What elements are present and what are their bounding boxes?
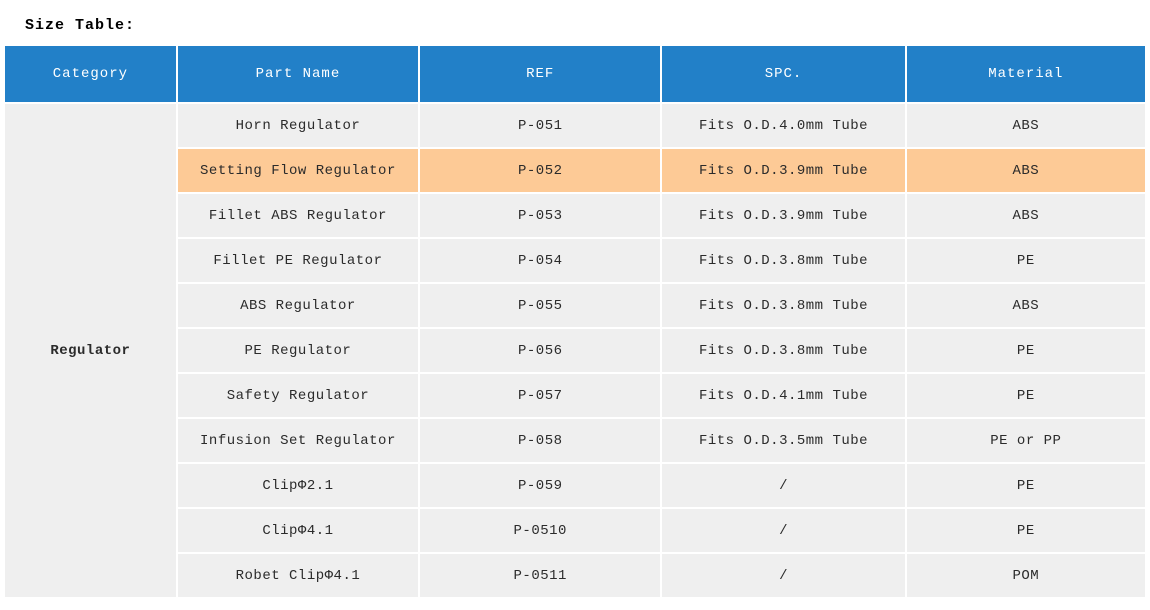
cell-material: PE or PP bbox=[906, 419, 1145, 462]
cell-ref: P-054 bbox=[420, 239, 661, 282]
cell-ref: P-056 bbox=[420, 329, 661, 372]
cell-ref: P-051 bbox=[420, 104, 661, 147]
cell-part-name: Fillet PE Regulator bbox=[177, 239, 419, 282]
cell-part-name: Infusion Set Regulator bbox=[177, 419, 419, 462]
cell-part-name: ABS Regulator bbox=[177, 284, 419, 327]
header-cell-spc: SPC. bbox=[662, 46, 905, 102]
cell-ref: P-0510 bbox=[420, 509, 661, 552]
cell-part-name: Fillet ABS Regulator bbox=[177, 194, 419, 237]
cell-ref: P-055 bbox=[420, 284, 661, 327]
cell-material: ABS bbox=[906, 284, 1145, 327]
header-cell-category: Category bbox=[5, 46, 176, 102]
header-cell-part-name: Part Name bbox=[177, 46, 419, 102]
cell-ref: P-059 bbox=[420, 464, 661, 507]
header-cell-ref: REF bbox=[420, 46, 661, 102]
cell-material: PE bbox=[906, 509, 1145, 552]
cell-material: ABS bbox=[906, 104, 1145, 147]
cell-ref: P-057 bbox=[420, 374, 661, 417]
cell-spc: Fits O.D.3.8mm Tube bbox=[662, 239, 905, 282]
size-table: Category Part Name REF SPC. Material Reg… bbox=[5, 46, 1145, 597]
cell-material: PE bbox=[906, 374, 1145, 417]
cell-spc: Fits O.D.4.0mm Tube bbox=[662, 104, 905, 147]
cell-ref-highlighted: P-052 bbox=[420, 149, 661, 192]
cell-material-highlighted: ABS bbox=[906, 149, 1145, 192]
category-cell: Regulator bbox=[5, 104, 176, 597]
cell-spc: Fits O.D.3.9mm Tube bbox=[662, 194, 905, 237]
header-cell-material: Material bbox=[906, 46, 1145, 102]
cell-spc: Fits O.D.3.8mm Tube bbox=[662, 284, 905, 327]
cell-spc: / bbox=[662, 464, 905, 507]
cell-material: ABS bbox=[906, 194, 1145, 237]
cell-part-name: PE Regulator bbox=[177, 329, 419, 372]
cell-part-name: ClipΦ4.1 bbox=[177, 509, 419, 552]
cell-material: POM bbox=[906, 554, 1145, 597]
cell-spc: Fits O.D.4.1mm Tube bbox=[662, 374, 905, 417]
cell-spc-highlighted: Fits O.D.3.9mm Tube bbox=[662, 149, 905, 192]
cell-material: PE bbox=[906, 464, 1145, 507]
cell-part-name: Horn Regulator bbox=[177, 104, 419, 147]
cell-material: PE bbox=[906, 329, 1145, 372]
cell-spc: / bbox=[662, 554, 905, 597]
cell-part-name: ClipΦ2.1 bbox=[177, 464, 419, 507]
cell-material: PE bbox=[906, 239, 1145, 282]
cell-part-name-highlighted: Setting Flow Regulator bbox=[177, 149, 419, 192]
cell-spc: / bbox=[662, 509, 905, 552]
cell-spc: Fits O.D.3.5mm Tube bbox=[662, 419, 905, 462]
page-title: Size Table: bbox=[25, 17, 136, 34]
cell-ref: P-058 bbox=[420, 419, 661, 462]
cell-ref: P-0511 bbox=[420, 554, 661, 597]
cell-part-name: Robet ClipΦ4.1 bbox=[177, 554, 419, 597]
cell-spc: Fits O.D.3.8mm Tube bbox=[662, 329, 905, 372]
cell-ref: P-053 bbox=[420, 194, 661, 237]
cell-part-name: Safety Regulator bbox=[177, 374, 419, 417]
